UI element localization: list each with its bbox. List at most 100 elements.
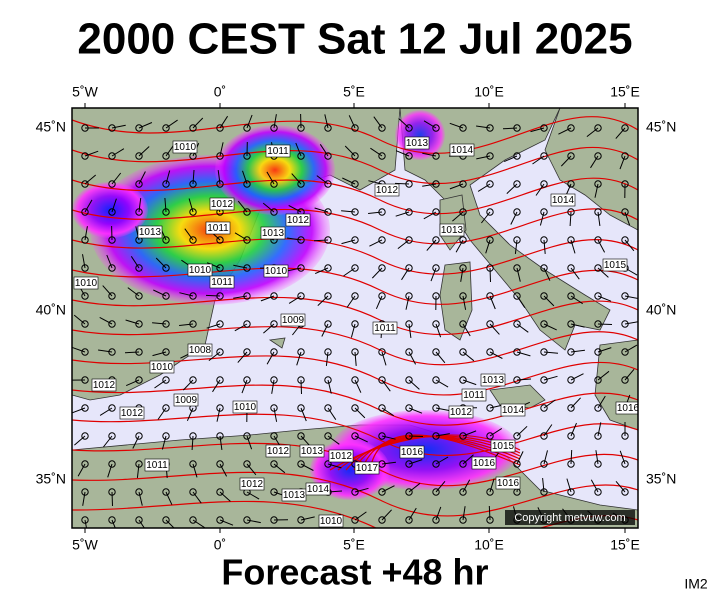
- barb-station: [459, 124, 467, 132]
- barb-shaft: [161, 435, 167, 450]
- barb-station: [432, 320, 440, 328]
- barb-shaft: [192, 117, 204, 129]
- barb-shaft: [597, 267, 609, 278]
- barb-station: [567, 264, 575, 272]
- barb-shaft: [237, 351, 248, 363]
- barb-shaft: [246, 435, 253, 450]
- barb-shaft: [597, 323, 613, 325]
- isobar-label: 1016: [401, 447, 424, 458]
- barb-station: [378, 236, 386, 244]
- barb-station: [540, 404, 548, 412]
- barb-station: [324, 320, 332, 328]
- barb-station: [378, 348, 386, 356]
- barb-shaft: [288, 295, 302, 304]
- isobar-label-box: [205, 221, 231, 235]
- barb-station: [297, 516, 305, 524]
- barb-shaft: [539, 211, 545, 226]
- barb-station: [108, 124, 116, 132]
- barb-station: [540, 376, 548, 384]
- barb-shaft: [381, 435, 396, 440]
- copyright: Copyright metvuw.com: [514, 512, 625, 524]
- longitude-label: 5˚E: [343, 84, 365, 100]
- barb-shaft: [368, 211, 383, 214]
- barb-shaft: [77, 463, 86, 477]
- barb-shaft: [350, 323, 356, 338]
- barb-station: [486, 152, 494, 160]
- barb-station: [459, 432, 467, 440]
- longitude-label: 10˚E: [474, 537, 504, 553]
- barb-shaft: [426, 239, 437, 251]
- barb-station: [459, 264, 467, 272]
- barb-shaft: [316, 175, 329, 185]
- barb-station: [378, 264, 386, 272]
- barb-station: [216, 376, 224, 384]
- barb-station: [432, 488, 440, 496]
- barb-station: [351, 180, 359, 188]
- barb-shaft: [219, 519, 234, 526]
- isobar-label: 1016: [617, 403, 640, 414]
- barb-shaft: [206, 323, 221, 329]
- barb-station: [189, 460, 197, 468]
- barb-shaft: [462, 295, 467, 310]
- barb-shaft: [219, 115, 229, 129]
- barb-shaft: [186, 407, 194, 422]
- isobar-label: 1010: [75, 278, 98, 289]
- barb-shaft: [300, 516, 315, 521]
- barb-station: [324, 376, 332, 384]
- copyright-box: [505, 510, 635, 525]
- barb-shaft: [460, 267, 464, 282]
- barb-shaft: [543, 450, 548, 465]
- isobar-label-box: [299, 444, 325, 458]
- isobar-label-box: [449, 143, 475, 157]
- barb-shaft: [462, 351, 475, 362]
- barb-station: [378, 124, 386, 132]
- isobar-label: 1012: [287, 215, 310, 226]
- barb-station: [243, 376, 251, 384]
- longitude-label: 15˚E: [610, 537, 640, 553]
- isobar-label: 1014: [451, 145, 474, 156]
- isobar-label-box: [404, 136, 430, 150]
- barb-station: [378, 152, 386, 160]
- barb-shaft: [476, 125, 491, 129]
- image-id: IM2: [684, 576, 708, 592]
- barb-shaft: [354, 351, 357, 366]
- barb-shaft: [510, 211, 518, 225]
- isobar-label: 1010: [189, 265, 212, 276]
- barb-station: [432, 432, 440, 440]
- barb-shaft: [138, 519, 145, 528]
- barb-station: [405, 152, 413, 160]
- barb-station: [162, 152, 170, 160]
- barb-station: [432, 236, 440, 244]
- barb-shaft: [327, 435, 340, 445]
- barb-shaft: [273, 407, 278, 422]
- barb-station: [243, 320, 251, 328]
- barb-station: [432, 264, 440, 272]
- barb-station: [162, 432, 170, 440]
- barb-shaft: [543, 351, 559, 354]
- barb-shaft: [594, 183, 599, 198]
- barb-station: [432, 404, 440, 412]
- isobar-label: 1011: [211, 277, 233, 288]
- barb-shaft: [543, 239, 546, 254]
- barb-shaft: [435, 379, 449, 388]
- barb-shaft: [624, 368, 635, 381]
- barb-station: [243, 208, 251, 216]
- barb-station: [324, 432, 332, 440]
- isobar: [72, 442, 638, 487]
- barb-shaft: [502, 127, 518, 130]
- isobar-label-box: [260, 226, 286, 240]
- isobar-label: 1010: [320, 516, 343, 527]
- barb-shaft: [233, 264, 248, 269]
- barb-shaft: [435, 456, 449, 465]
- barb-shaft: [624, 344, 638, 353]
- longitude-label: 15˚E: [610, 84, 640, 100]
- barb-shaft: [489, 323, 500, 335]
- barb-shaft: [408, 407, 423, 414]
- barb-station: [270, 292, 278, 300]
- barb-station: [108, 180, 116, 188]
- barb-shaft: [354, 511, 367, 521]
- barb-station: [405, 208, 413, 216]
- barb-station: [594, 432, 602, 440]
- barb-shaft: [341, 239, 356, 245]
- barb-shaft: [375, 295, 383, 310]
